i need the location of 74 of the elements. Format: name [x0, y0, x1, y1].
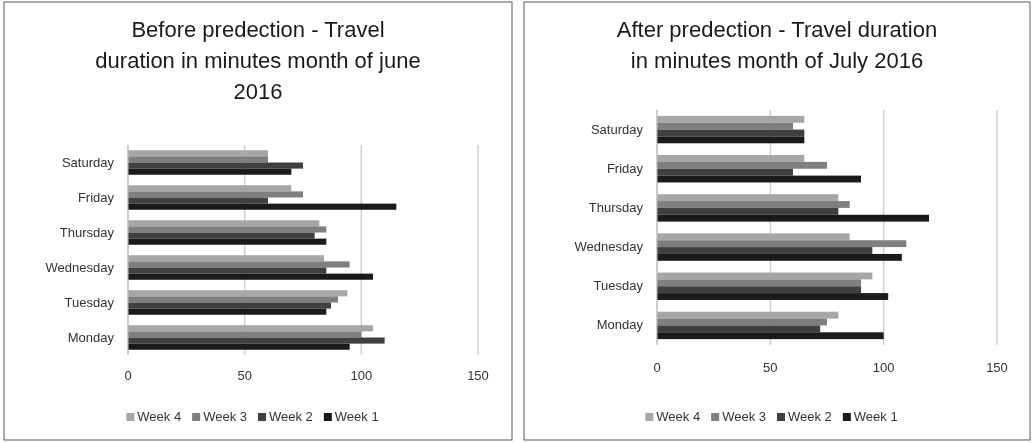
x-tick-label: 150 — [467, 368, 489, 383]
bar — [657, 122, 793, 130]
y-tick-label: Friday — [77, 189, 115, 205]
bar — [128, 220, 320, 227]
legend-label: Week 3 — [203, 409, 248, 424]
bar — [657, 207, 839, 215]
bar — [128, 203, 397, 210]
bar — [128, 191, 303, 198]
bar — [657, 233, 850, 241]
bar — [657, 136, 805, 144]
y-tick-label: Thursday — [588, 199, 644, 215]
bar — [657, 253, 902, 261]
bar — [657, 115, 805, 123]
bar — [128, 290, 348, 297]
bar — [128, 162, 303, 169]
bar — [657, 168, 793, 176]
bar — [128, 296, 338, 303]
bar — [657, 194, 839, 202]
bar — [128, 232, 315, 239]
legend-label: Week 1 — [334, 409, 379, 424]
legend-label: Week 2 — [269, 409, 313, 424]
bar — [657, 155, 805, 162]
legend-label: Week 4 — [656, 409, 701, 424]
y-tick-label: Tuesday — [64, 294, 115, 310]
y-tick-label: Tuesday — [593, 278, 644, 294]
bar — [128, 308, 327, 315]
bar — [128, 156, 268, 163]
bar — [128, 238, 327, 245]
x-tick-label: 100 — [350, 368, 373, 383]
bar — [657, 332, 884, 340]
bar — [128, 168, 292, 175]
bar — [128, 343, 350, 350]
bar — [657, 247, 873, 254]
chart-title: Before predection - Travel duration in minutes month of june 2016 — [95, 17, 421, 104]
bar — [657, 201, 850, 208]
bar — [128, 185, 292, 192]
bar — [128, 226, 327, 233]
bar — [128, 273, 373, 280]
legend-label: Week 1 — [853, 409, 898, 424]
y-tick-label: Monday — [596, 317, 644, 333]
bar — [657, 161, 827, 169]
x-tick-label: 0 — [124, 368, 132, 383]
bar — [128, 261, 350, 268]
bar — [657, 214, 929, 222]
bar — [657, 286, 861, 294]
bar — [128, 255, 324, 262]
bar — [657, 325, 821, 333]
y-tick-label: Friday — [606, 160, 644, 176]
chart-title: After predection - Travel duration in minutes month of July 2016 — [616, 17, 938, 73]
bar — [128, 197, 268, 204]
bar — [128, 325, 373, 332]
bar — [128, 331, 362, 338]
x-tick-label: 100 — [872, 360, 895, 375]
x-tick-label: 50 — [763, 360, 778, 375]
bar — [657, 240, 907, 248]
y-tick-label: Saturday — [61, 154, 115, 170]
legend-label: Week 3 — [722, 409, 767, 424]
y-tick-label: Thursday — [59, 224, 115, 240]
bar — [657, 293, 889, 300]
y-tick-label: Wednesday — [45, 259, 115, 275]
bar — [128, 267, 327, 274]
x-tick-label: 50 — [237, 368, 252, 383]
bar — [128, 302, 331, 309]
bar — [657, 311, 839, 319]
bar — [657, 279, 861, 287]
bar — [128, 337, 385, 344]
legend-label: Week 2 — [788, 409, 832, 424]
y-tick-label: Monday — [67, 329, 115, 345]
y-tick-label: Wednesday — [574, 239, 644, 255]
y-tick-label: Saturday — [590, 121, 644, 137]
x-tick-label: 150 — [986, 360, 1008, 375]
bar — [128, 150, 268, 157]
legend-label: Week 4 — [137, 409, 182, 424]
x-tick-label: 0 — [653, 360, 661, 375]
